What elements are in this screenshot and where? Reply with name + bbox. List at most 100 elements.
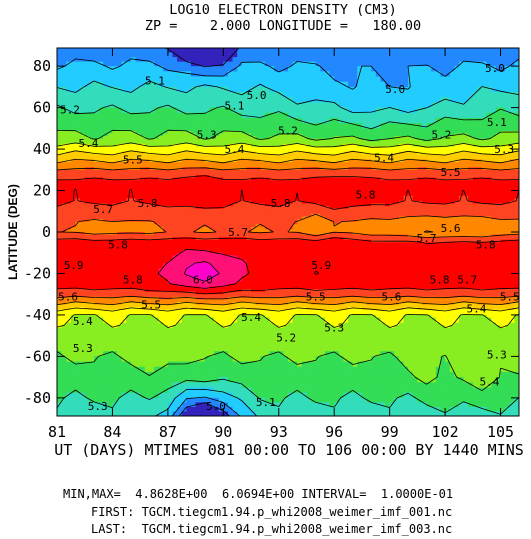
contour-cell xyxy=(509,182,515,186)
contour-cell xyxy=(477,195,483,199)
contour-cell xyxy=(440,206,446,210)
contour-cell xyxy=(371,143,377,148)
contour-cell xyxy=(431,117,437,124)
contour-cell xyxy=(301,156,308,161)
contour-cell xyxy=(241,146,248,150)
contour-cell xyxy=(237,198,243,202)
contour-cell xyxy=(158,130,164,135)
contour-cell xyxy=(163,164,169,168)
contour-cell xyxy=(329,169,335,173)
contour-cell xyxy=(246,123,252,129)
contour-cell xyxy=(366,149,372,153)
contour-cell xyxy=(158,195,164,199)
contour-cell xyxy=(209,86,215,93)
contour-cell xyxy=(130,172,137,176)
contour-cell xyxy=(144,48,150,54)
contour-cell xyxy=(214,190,220,194)
contour-cell xyxy=(371,190,377,194)
contour-cell xyxy=(260,117,266,124)
contour-cell xyxy=(426,107,432,114)
contour-cell xyxy=(421,203,428,207)
contour-cell xyxy=(149,66,155,72)
contour-cell xyxy=(98,182,104,186)
contour-cell xyxy=(306,136,312,140)
contour-cell xyxy=(320,143,326,148)
contour-cell xyxy=(75,164,81,168)
contour-cell xyxy=(366,141,372,145)
contour-cell xyxy=(130,185,137,189)
contour-cell xyxy=(509,102,515,109)
contour-cell xyxy=(301,52,308,58)
contour-cell xyxy=(440,81,446,88)
contour-cell xyxy=(163,200,169,205)
contour-cell xyxy=(223,164,229,168)
contour-cell xyxy=(70,97,77,104)
contour-cell xyxy=(75,86,81,93)
contour-cell xyxy=(172,162,178,166)
contour-cell xyxy=(241,61,248,67)
contour-cell xyxy=(251,146,257,150)
contour-cell xyxy=(398,141,405,145)
contour-cell xyxy=(357,112,363,119)
contour-cell xyxy=(241,164,248,168)
contour-cell xyxy=(140,216,146,220)
contour-cell xyxy=(278,211,284,215)
contour-cell xyxy=(334,187,340,192)
contour-cell xyxy=(190,167,197,171)
contour-cell xyxy=(227,86,234,93)
contour-cell xyxy=(463,151,469,155)
contour-cell xyxy=(140,164,146,168)
contour-cell xyxy=(186,52,192,58)
contour-cell xyxy=(246,185,252,189)
contour-cell xyxy=(352,136,358,140)
contour-cell xyxy=(260,216,266,220)
contour-cell xyxy=(375,190,381,194)
contour-cell xyxy=(214,193,220,197)
contour-cell xyxy=(495,102,502,109)
contour-cell xyxy=(426,81,432,88)
contour-cell xyxy=(394,162,400,166)
contour-cell xyxy=(482,151,488,155)
contour-cell xyxy=(70,133,77,137)
contour-cell xyxy=(232,198,238,202)
contour-cell xyxy=(241,182,248,186)
contour-cell xyxy=(482,48,488,54)
contour-cell xyxy=(195,52,201,58)
contour-cell xyxy=(274,107,280,114)
contour-cell xyxy=(61,57,67,63)
contour-cell xyxy=(334,138,340,142)
contour-cell xyxy=(61,164,67,168)
contour-cell xyxy=(472,193,479,197)
contour-cell xyxy=(301,71,308,78)
contour-cell xyxy=(338,162,345,166)
contour-cell xyxy=(306,123,312,129)
contour-cell xyxy=(458,57,465,63)
contour-cell xyxy=(435,159,442,163)
contour-cell xyxy=(149,86,155,93)
contour-cell xyxy=(117,71,123,78)
contour-cell xyxy=(495,187,502,192)
contour-cell xyxy=(371,169,377,173)
contour-cell xyxy=(320,182,326,186)
contour-cell xyxy=(121,154,127,158)
contour-cell xyxy=(66,193,72,197)
contour-cell xyxy=(449,81,455,88)
contour-cell xyxy=(278,130,284,135)
contour-cell xyxy=(301,154,308,158)
contour-cell xyxy=(214,180,220,184)
contour-cell xyxy=(172,154,178,158)
contour-cell xyxy=(274,200,280,205)
contour-cell xyxy=(144,193,150,197)
contour-cell xyxy=(417,71,423,78)
contour-cell xyxy=(366,169,372,173)
contour-cell xyxy=(505,117,511,124)
contour-cell xyxy=(70,182,77,186)
contour-cell xyxy=(491,172,497,176)
contour-cell xyxy=(440,151,446,155)
contour-cell xyxy=(509,172,515,176)
contour-cell xyxy=(144,200,150,205)
contour-cell xyxy=(445,107,451,114)
contour-cell xyxy=(454,61,460,67)
contour-cell xyxy=(505,200,511,205)
contour-cell xyxy=(408,200,414,205)
